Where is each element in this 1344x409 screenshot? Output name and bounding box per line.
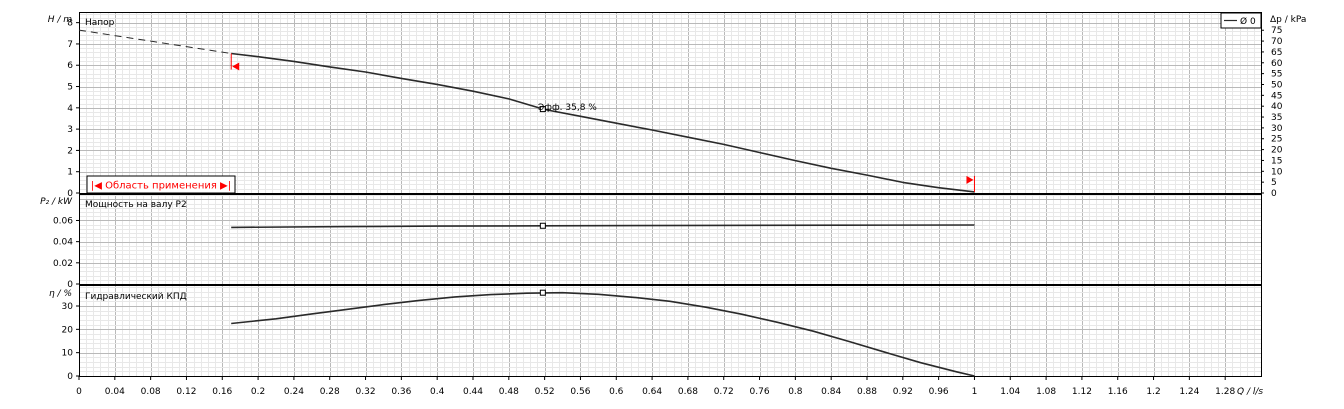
x-tick-label: 1.04 — [1000, 387, 1020, 397]
x-tick-label: 0.36 — [391, 387, 411, 397]
x-tick-label: 0.04 — [105, 387, 125, 397]
head-extrapolated-line — [78, 29, 232, 55]
head-panel-frame — [79, 12, 1262, 194]
x-tick-label: 0.44 — [463, 387, 483, 397]
legend-box: Ø 0 — [1220, 12, 1262, 29]
y-tick-label: 30 — [62, 302, 74, 312]
x-tick-label: 0.8 — [788, 387, 803, 397]
curves — [78, 29, 975, 377]
x-tick-labels: 0 0.04 0.08 0.12 0.16 0.2 0.24 0.28 0.32 0.36 0.4 0… — [76, 376, 1235, 397]
efficiency-y-axis-label: η / % — [49, 289, 72, 299]
x-tick-label: 0.48 — [499, 387, 519, 397]
y-tick-label: 2 — [67, 146, 73, 156]
head-y-axis-label: H / m — [48, 15, 73, 25]
y-tick-label: 5 — [67, 83, 73, 93]
head-curve — [231, 52, 975, 193]
y-tick-label: 7 — [67, 40, 73, 50]
right-tick-label: 0 — [1271, 189, 1277, 199]
panel-frames — [79, 12, 1262, 377]
pressure-y-axis-label: Δp / kPa — [1270, 15, 1306, 25]
x-tick-label: 0.2 — [251, 387, 265, 397]
y-tick-label: 0.06 — [53, 216, 73, 226]
y-tick-label: 4 — [67, 104, 73, 114]
right-tick-label: 65 — [1271, 48, 1282, 58]
head-operating-point — [539, 106, 546, 113]
efficiency-operating-point — [539, 289, 546, 296]
power-panel-frame — [79, 194, 1262, 285]
x-tick-label: 0.72 — [714, 387, 734, 397]
right-tick-label: 10 — [1271, 167, 1283, 177]
power-panel-title: Мощность на валу P2 — [85, 200, 187, 210]
x-tick-label: 0.76 — [750, 387, 770, 397]
x-tick-label: 1.2 — [1146, 387, 1160, 397]
x-tick-label: 0.32 — [356, 387, 376, 397]
x-tick-label: 0.92 — [893, 387, 913, 397]
x-tick-label: 0.4 — [430, 387, 445, 397]
x-tick-label: 0.56 — [570, 387, 590, 397]
x-tick-label: 0.16 — [212, 387, 232, 397]
x-tick-label: 1 — [972, 387, 978, 397]
operating-point-label: Эфф. 35,8 % — [538, 103, 597, 113]
y-tick-label: 0.04 — [53, 238, 73, 248]
right-tick-label: 50 — [1271, 80, 1283, 90]
y-tick-label: 10 — [62, 349, 74, 359]
y-tick-label: 6 — [67, 61, 73, 71]
right-tick-label: 15 — [1271, 156, 1282, 166]
right-tick-label: 70 — [1271, 37, 1283, 47]
x-tick-label: 0 — [76, 387, 82, 397]
efficiency-panel-frame — [79, 285, 1262, 377]
max-flow-marker — [966, 175, 974, 184]
min-flow-marker — [232, 62, 240, 71]
x-tick-label: 0.24 — [284, 387, 304, 397]
x-tick-label: 0.52 — [535, 387, 555, 397]
right-tick-label: 45 — [1271, 91, 1282, 101]
y-tick-label: 1 — [67, 168, 73, 178]
right-tick-label: 30 — [1271, 124, 1283, 134]
right-tick-label: 60 — [1271, 59, 1283, 69]
power-y-axis-label: P₂ / kW — [40, 197, 73, 207]
application-range-label: |◀ Область применения ▶| — [91, 181, 231, 192]
x-tick-label: 1.28 — [1215, 387, 1235, 397]
y-tick-label: 0 — [67, 280, 73, 290]
y-tick-label: 8 — [67, 19, 73, 29]
x-tick-label: 1.08 — [1036, 387, 1056, 397]
x-tick-label: 0.96 — [929, 387, 949, 397]
y-tick-label: 20 — [62, 325, 74, 335]
application-range-box: |◀ Область применения ▶| — [86, 175, 236, 194]
y-tick-label: 3 — [67, 125, 73, 135]
right-tick-label: 35 — [1271, 113, 1282, 123]
head-panel-title: Напор — [85, 18, 115, 28]
x-tick-label: 0.12 — [176, 387, 196, 397]
x-tick-label: 0.28 — [320, 387, 340, 397]
y-tick-label: 0 — [67, 189, 73, 199]
x-axis-label: Q / l/s — [1237, 387, 1263, 397]
x-tick-label: 1.24 — [1179, 387, 1199, 397]
x-tick-label: 1.12 — [1072, 387, 1092, 397]
x-tick-label: 0.64 — [642, 387, 662, 397]
x-tick-label: 0.84 — [821, 387, 841, 397]
legend-entry: Ø 0 — [1240, 16, 1256, 27]
efficiency-panel-title: Гидравлический КПД — [85, 292, 187, 302]
x-tick-label: 0.88 — [857, 387, 877, 397]
x-tick-label: 0.6 — [609, 387, 624, 397]
x-tick-label: 1.16 — [1108, 387, 1128, 397]
x-tick-label: 0.08 — [141, 387, 161, 397]
right-tick-label: 75 — [1271, 26, 1282, 36]
right-tick-label: 5 — [1271, 178, 1277, 188]
y-tick-label: 0 — [67, 372, 73, 382]
efficiency-curve — [231, 291, 975, 377]
power-operating-point — [539, 222, 546, 229]
right-tick-label: 55 — [1271, 70, 1282, 80]
y-tick-label: 0.02 — [53, 259, 73, 269]
right-tick-label: 20 — [1271, 146, 1283, 156]
y-tick-labels: 0123456780510152025303540455055606570750… — [53, 19, 1283, 382]
right-tick-label: 40 — [1271, 102, 1283, 112]
right-tick-label: 25 — [1271, 135, 1282, 145]
x-tick-label: 0.68 — [678, 387, 698, 397]
